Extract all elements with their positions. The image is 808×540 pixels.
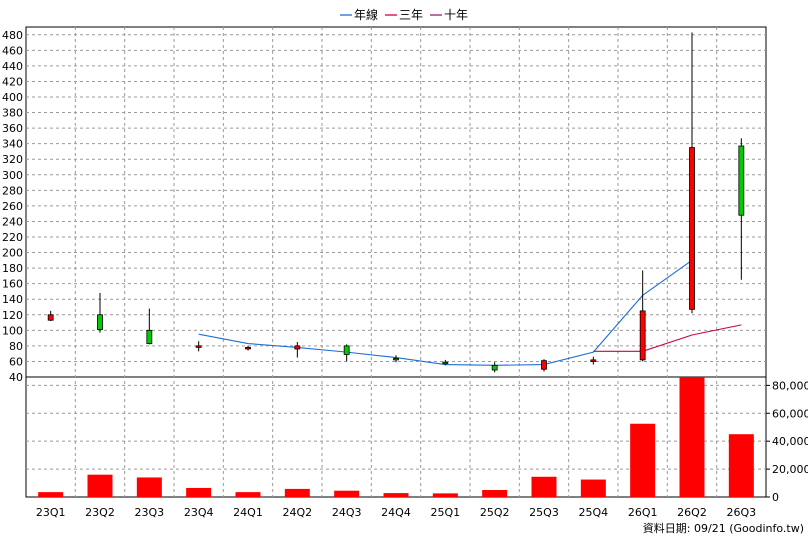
candles xyxy=(47,32,745,373)
volume-bar xyxy=(383,493,409,497)
price-panel xyxy=(25,26,767,378)
volume-tick-label: 60,000 xyxy=(772,407,808,420)
price-tick-label: 440 xyxy=(2,60,23,73)
price-tick-label: 340 xyxy=(2,138,23,151)
volume-bar xyxy=(136,477,162,497)
volume-tick-label: 40,000 xyxy=(772,435,808,448)
volume-tick-label: 0 xyxy=(772,491,779,504)
x-tick-label: 24Q4 xyxy=(381,506,411,519)
candle-body xyxy=(689,147,695,310)
x-tick-label: 23Q2 xyxy=(85,506,115,519)
price-tick-label: 80 xyxy=(9,340,23,353)
candle-body xyxy=(343,345,350,355)
volume-axis: 0 20,000 40,000 60,000 80,000 xyxy=(766,379,808,504)
volume-tick-label: 20,000 xyxy=(772,463,808,476)
volume-bar xyxy=(531,476,557,497)
price-tick-label: 40 xyxy=(9,371,23,384)
price-tick-label: 60 xyxy=(9,355,23,368)
volume-bar xyxy=(728,434,754,497)
price-tick-label: 300 xyxy=(2,169,23,182)
legend-label-three-year: 三年 xyxy=(399,8,423,22)
volume-bar xyxy=(284,488,310,497)
price-tick-label: 180 xyxy=(2,262,23,275)
price-tick-label: 140 xyxy=(2,293,23,306)
volume-bar xyxy=(38,492,64,497)
x-axis: 23Q1 23Q2 23Q3 23Q4 24Q1 24Q2 24Q3 24Q4 25Q1 25Q2… xyxy=(36,506,756,519)
volume-bar xyxy=(334,490,360,497)
candle-body xyxy=(738,145,745,216)
volume-bar xyxy=(580,479,606,497)
price-tick-label: 240 xyxy=(2,215,23,228)
x-tick-label: 26Q2 xyxy=(677,506,707,519)
candle-body xyxy=(442,361,449,365)
price-tick-label: 420 xyxy=(2,75,23,88)
candle-body xyxy=(146,329,153,344)
x-tick-label: 25Q1 xyxy=(431,506,461,519)
price-tick-label: 400 xyxy=(2,91,23,104)
price-tick-label: 120 xyxy=(2,309,23,322)
candle-body xyxy=(97,314,103,330)
volume-bar xyxy=(235,492,261,497)
data-date-footer: 資料日期: 09/21 (Goodinfo.tw) xyxy=(643,521,804,535)
price-axis: 40 60 80 100 120 140 160 180 200 220 240 260 280 300 3… xyxy=(2,29,23,384)
x-tick-label: 26Q3 xyxy=(727,506,757,519)
grid-lines xyxy=(26,27,766,497)
volume-tick-label: 80,000 xyxy=(772,379,808,392)
x-tick-label: 25Q3 xyxy=(529,506,559,519)
legend: 年線 三年 十年 xyxy=(340,7,468,22)
price-tick-label: 100 xyxy=(2,324,23,337)
x-tick-label: 23Q1 xyxy=(36,506,66,519)
volume-bars xyxy=(38,377,754,497)
legend-label-annual: 年線 xyxy=(354,7,378,22)
volume-bar xyxy=(87,474,113,497)
candle-body xyxy=(195,345,202,348)
candle-body xyxy=(294,345,301,350)
price-tick-label: 460 xyxy=(2,44,23,57)
price-tick-label: 320 xyxy=(2,153,23,166)
candle-body xyxy=(541,360,547,370)
x-tick-label: 23Q4 xyxy=(184,506,214,519)
x-tick-label: 25Q4 xyxy=(579,506,609,519)
candle-body xyxy=(47,314,54,321)
price-tick-label: 380 xyxy=(2,107,23,120)
volume-bar xyxy=(482,490,508,497)
x-tick-label: 23Q3 xyxy=(135,506,165,519)
price-tick-label: 480 xyxy=(2,29,23,42)
x-tick-label: 26Q1 xyxy=(628,506,658,519)
three-year-average-line xyxy=(593,324,742,352)
candle-body xyxy=(245,347,251,350)
price-tick-label: 280 xyxy=(2,184,23,197)
price-tick-label: 200 xyxy=(2,247,23,260)
candle-body xyxy=(491,364,498,371)
candle-body xyxy=(393,357,399,361)
legend-label-ten-year: 十年 xyxy=(444,8,468,22)
price-tick-label: 260 xyxy=(2,200,23,213)
x-tick-label: 24Q3 xyxy=(332,506,362,519)
volume-bar xyxy=(432,493,458,497)
volume-bar xyxy=(679,377,705,497)
volume-bar xyxy=(630,423,656,497)
volume-bar xyxy=(186,487,212,497)
x-tick-label: 24Q1 xyxy=(233,506,263,519)
candle-body xyxy=(590,359,597,362)
price-tick-label: 360 xyxy=(2,122,23,135)
candle-body xyxy=(639,310,646,361)
price-tick-label: 160 xyxy=(2,278,23,291)
x-tick-label: 24Q2 xyxy=(283,506,313,519)
x-tick-label: 25Q2 xyxy=(480,506,510,519)
price-tick-label: 220 xyxy=(2,231,23,244)
